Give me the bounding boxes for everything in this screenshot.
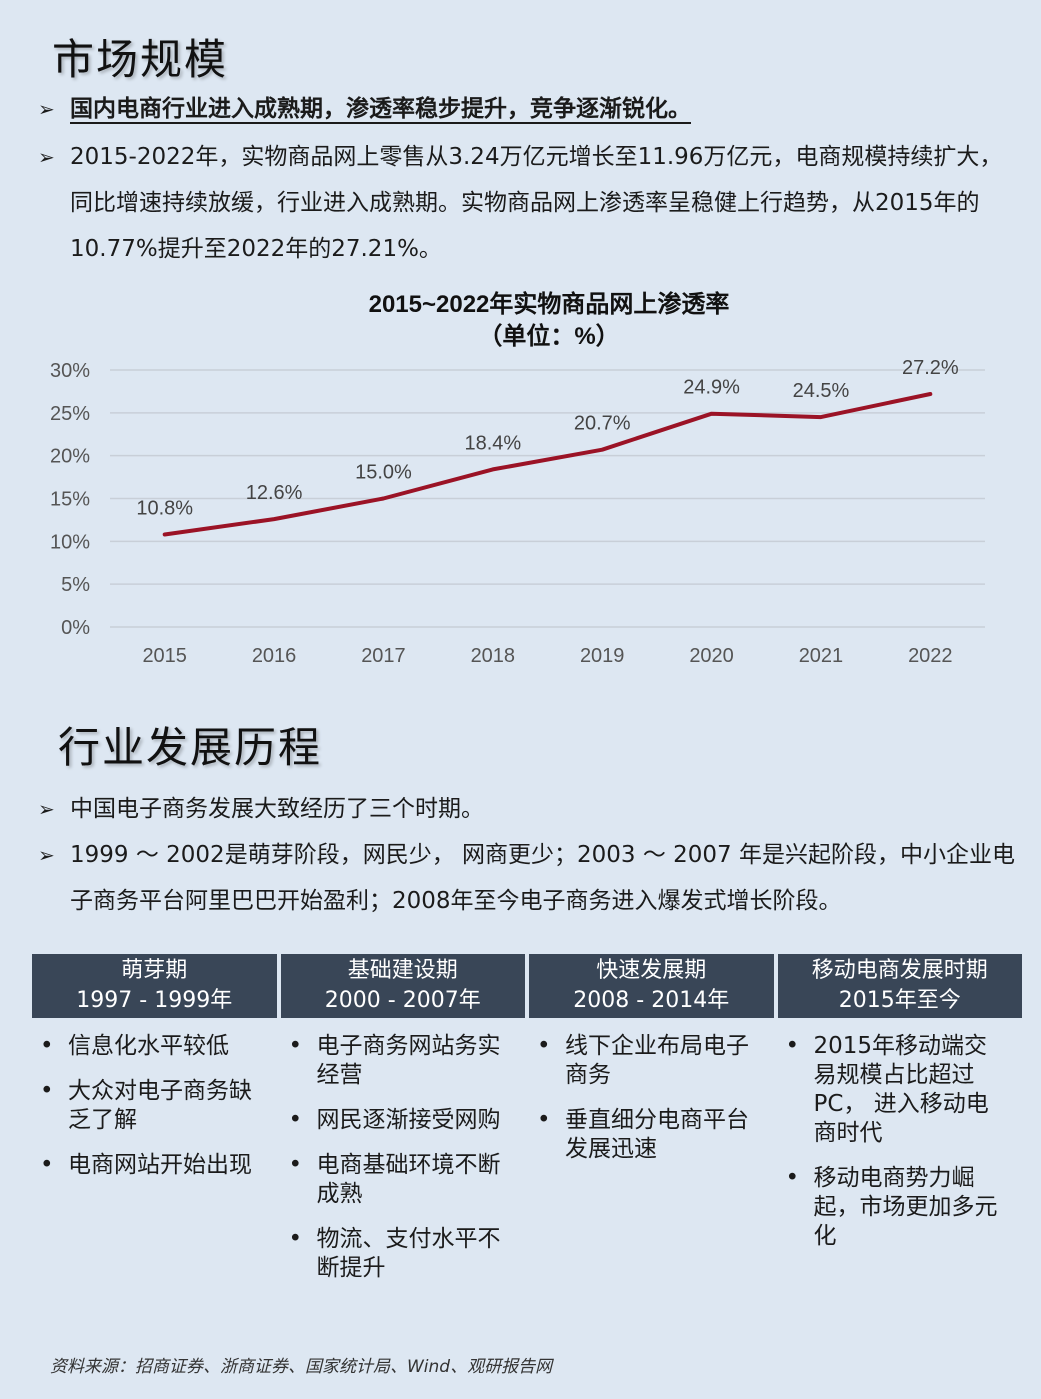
phase-name: 快速发展期 (596, 958, 707, 983)
data-label: 27.2% (902, 357, 959, 379)
phase-period: 1997 - 1999年 (76, 988, 233, 1013)
phase-list-item: 线下企业布局电子商务 (537, 1032, 758, 1090)
penetration-rate-line-chart: 2015~2022年实物商品网上渗透率 （单位：%） 0% 5% 10% 15% 20%… (50, 290, 985, 667)
phase-list-item: 垂直细分电商平台发展迅速 (537, 1106, 758, 1164)
phase-column: 萌芽期 1997 - 1999年 信息化水平较低 大众对电子商务缺乏了解 电商网… (32, 954, 277, 1299)
phase-period: 2008 - 2014年 (573, 988, 730, 1013)
development-phase-table: 萌芽期 1997 - 1999年 信息化水平较低 大众对电子商务缺乏了解 电商网… (32, 954, 1022, 1299)
x-tick-label: 2021 (799, 645, 844, 667)
phase-period: 2000 - 2007年 (324, 988, 481, 1013)
arrow-bullet-icon: ➢ (38, 843, 55, 867)
y-tick-label: 25% (50, 403, 90, 425)
data-label: 10.8% (136, 497, 193, 519)
phase-list: 信息化水平较低 大众对电子商务缺乏了解 电商网站开始出现 (32, 1018, 277, 1180)
y-tick-label: 20% (50, 446, 90, 468)
phase-list-item: 信息化水平较低 (40, 1032, 261, 1061)
bullet-text-highlight: 国内电商行业进入成熟期，渗透率稳步提升，竞争逐渐锐化。 (70, 95, 691, 122)
phase-header: 萌芽期 1997 - 1999年 (32, 954, 277, 1018)
bullet-item: ➢ 1999 ～ 2002是萌芽阶段，网民少， 网商更少；2003 ～ 2007… (38, 832, 1023, 924)
y-tick-label: 5% (61, 574, 90, 596)
phase-header: 基础建设期 2000 - 2007年 (280, 954, 525, 1018)
source-note: 资料来源：招商证券、浙商证券、国家统计局、Wind、观研报告网 (50, 1357, 553, 1377)
x-tick-label: 2020 (689, 645, 734, 667)
phase-list-item: 电商基础环境不断成熟 (289, 1151, 510, 1209)
data-label: 24.9% (683, 377, 740, 399)
y-tick-label: 30% (50, 360, 90, 382)
x-tick-label: 2017 (361, 645, 406, 667)
chart-y-axis: 0% 5% 10% 15% 20% 25% 30% (50, 360, 90, 639)
phase-name: 基础建设期 (347, 958, 458, 983)
y-tick-label: 0% (61, 617, 90, 639)
x-tick-label: 2019 (580, 645, 625, 667)
x-tick-label: 2018 (471, 645, 516, 667)
phase-column: 快速发展期 2008 - 2014年 线下企业布局电子商务 垂直细分电商平台发展… (529, 954, 774, 1299)
x-tick-label: 2016 (252, 645, 297, 667)
chart-title: 2015~2022年实物商品网上渗透率 (369, 290, 730, 318)
phase-list-item: 电商网站开始出现 (40, 1151, 261, 1180)
y-tick-label: 10% (50, 531, 90, 553)
phase-header: 快速发展期 2008 - 2014年 (529, 954, 774, 1018)
phase-list-item: 2015年移动端交易规模占比超过PC， 进入移动电商时代 (786, 1032, 1007, 1148)
x-tick-label: 2015 (142, 645, 187, 667)
data-label: 15.0% (355, 462, 412, 484)
chart-x-axis: 2015 2016 2017 2018 2019 2020 2021 2022 (142, 645, 952, 667)
y-tick-label: 15% (50, 489, 90, 511)
phase-period: 2015年至今 (838, 988, 961, 1013)
phase-list-item: 网民逐渐接受网购 (289, 1106, 510, 1135)
bullet-item: ➢ 中国电子商务发展大致经历了三个时期。 (38, 786, 1023, 832)
phase-name: 萌芽期 (121, 958, 188, 983)
data-label: 20.7% (574, 413, 631, 435)
arrow-bullet-icon: ➢ (38, 97, 55, 121)
chart-subtitle: （单位：%） (478, 322, 619, 350)
phase-name: 移动电商发展时期 (811, 958, 988, 983)
chart-data-labels: 10.8% 12.6% 15.0% 18.4% 20.7% 24.9% 24.5% 27.2% (136, 357, 959, 519)
section-title-industry-history: 行业发展历程 (58, 723, 323, 772)
data-label: 24.5% (793, 380, 850, 402)
phase-list-item: 物流、支付水平不断提升 (289, 1225, 510, 1283)
x-tick-label: 2022 (908, 645, 953, 667)
data-label: 12.6% (246, 482, 303, 504)
phase-column: 移动电商发展时期 2015年至今 2015年移动端交易规模占比超过PC， 进入移… (777, 954, 1023, 1299)
bullet-item: ➢ 国内电商行业进入成熟期，渗透率稳步提升，竞争逐渐锐化。 (38, 86, 1023, 132)
series-line (162, 392, 933, 537)
bullet-text: 1999 ～ 2002是萌芽阶段，网民少， 网商更少；2003 ～ 2007 年… (70, 842, 1015, 914)
phase-header: 移动电商发展时期 2015年至今 (777, 954, 1022, 1018)
bullet-text: 中国电子商务发展大致经历了三个时期。 (70, 796, 484, 822)
phase-list: 线下企业布局电子商务 垂直细分电商平台发展迅速 (529, 1018, 774, 1164)
phase-list-item: 大众对电子商务缺乏了解 (40, 1077, 261, 1135)
data-label: 18.4% (464, 432, 521, 454)
phase-list: 2015年移动端交易规模占比超过PC， 进入移动电商时代 移动电商势力崛起，市场… (778, 1018, 1023, 1251)
phase-list-item: 移动电商势力崛起，市场更加多元化 (786, 1164, 1007, 1251)
bullet-item: ➢ 2015-2022年，实物商品网上零售从3.24万亿元增长至11.96万亿元… (38, 134, 1023, 272)
arrow-bullet-icon: ➢ (38, 797, 55, 821)
section-title-market-size: 市场规模 (52, 35, 229, 84)
bullet-text: 2015-2022年，实物商品网上零售从3.24万亿元增长至11.96万亿元，电… (70, 144, 1003, 262)
phase-list-item: 电子商务网站务实经营 (289, 1032, 510, 1090)
chart-gridlines (110, 369, 985, 628)
arrow-bullet-icon: ➢ (38, 145, 55, 169)
phase-list: 电子商务网站务实经营 网民逐渐接受网购 电商基础环境不断成熟 物流、支付水平不断… (281, 1018, 526, 1283)
phase-column: 基础建设期 2000 - 2007年 电子商务网站务实经营 网民逐渐接受网购 电… (280, 954, 526, 1299)
